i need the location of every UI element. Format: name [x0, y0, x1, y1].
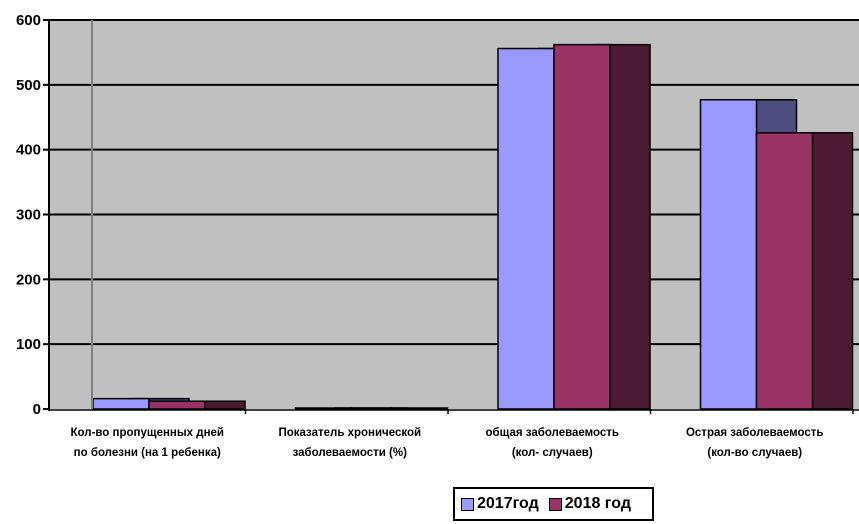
x-axis-categories: Кол-во пропущенных дней по болезни (на 1 … [71, 427, 824, 459]
y-tick-label: 300 [16, 207, 41, 224]
x-category-label: (кол-во случаев) [707, 447, 802, 459]
x-category-label: по болезни (на 1 ребенка) [74, 447, 221, 459]
legend-label-2017: 2017год [477, 495, 539, 512]
bar [148, 400, 206, 410]
y-tick-label: 100 [16, 336, 41, 353]
x-category-label: (кол- случаев) [512, 447, 593, 459]
bar [92, 397, 150, 410]
legend-swatch-2017 [461, 497, 474, 511]
x-category-label: Показатель хронической [278, 427, 421, 439]
x-category-label: общая заболеваемость [485, 427, 619, 439]
legend-item-2018: 2018 год [548, 495, 631, 513]
bar [294, 407, 353, 410]
legend: 2017год 2018 год [453, 487, 654, 521]
bar [553, 43, 611, 410]
y-tick-label: 0 [33, 401, 41, 418]
legend-item-2017: 2017год [461, 495, 539, 513]
bars [92, 43, 854, 410]
x-category-label: заболеваемости (%) [293, 447, 407, 459]
bar [699, 98, 758, 410]
bar [497, 47, 555, 410]
x-category-label: Острая заболеваемость [686, 427, 824, 439]
y-tick-label: 500 [16, 77, 41, 94]
bar [755, 132, 814, 410]
legend-label-2018: 2018 год [564, 495, 631, 512]
legend-swatch-2018 [548, 497, 562, 511]
y-axis-ticks: 0 100 200 300 400 500 600 [16, 12, 41, 418]
y-tick-label: 400 [16, 142, 41, 159]
y-tick-label: 600 [16, 12, 41, 29]
x-category-label: Кол-во пропущенных дней [71, 427, 224, 439]
bar [350, 407, 409, 410]
y-tick-label: 200 [16, 271, 41, 288]
